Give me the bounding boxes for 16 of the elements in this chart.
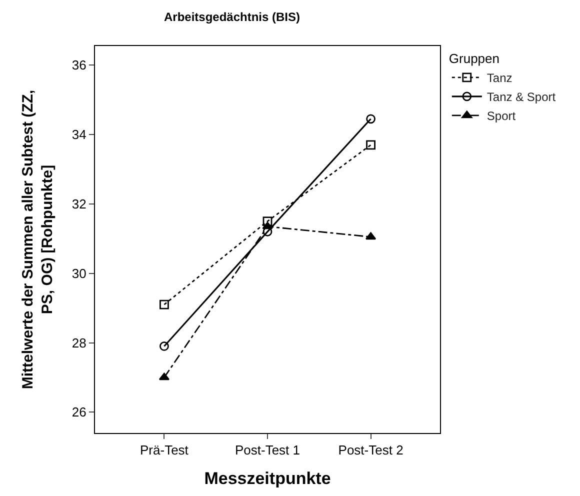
legend-title: Gruppen [448,50,500,66]
y-tick-label: 32 [72,196,86,212]
chart-title: Arbeitsgedächtnis (BIS) [164,10,300,24]
x-tick-label: Post-Test 2 [338,442,404,458]
x-axis-title: Messzeitpunkte [204,469,331,488]
x-tick-label: Post-Test 1 [234,442,300,458]
legend-label: Tanz [486,71,512,86]
x-tick-label: Prä-Test [140,442,189,458]
y-axis-title: Mittelwerte der Summen aller Subtest (ZZ, PS, OG) [Rohpunkte] [20,90,56,390]
legend-label: Sport [486,109,516,124]
y-tick-label: 36 [72,58,86,73]
legend-label: Tanz & Sport [486,90,556,104]
y-tick-label: 34 [72,127,86,142]
y-tick-label: 28 [72,335,86,350]
y-tick-label: 26 [72,404,86,420]
y-tick-label: 30 [72,266,86,281]
